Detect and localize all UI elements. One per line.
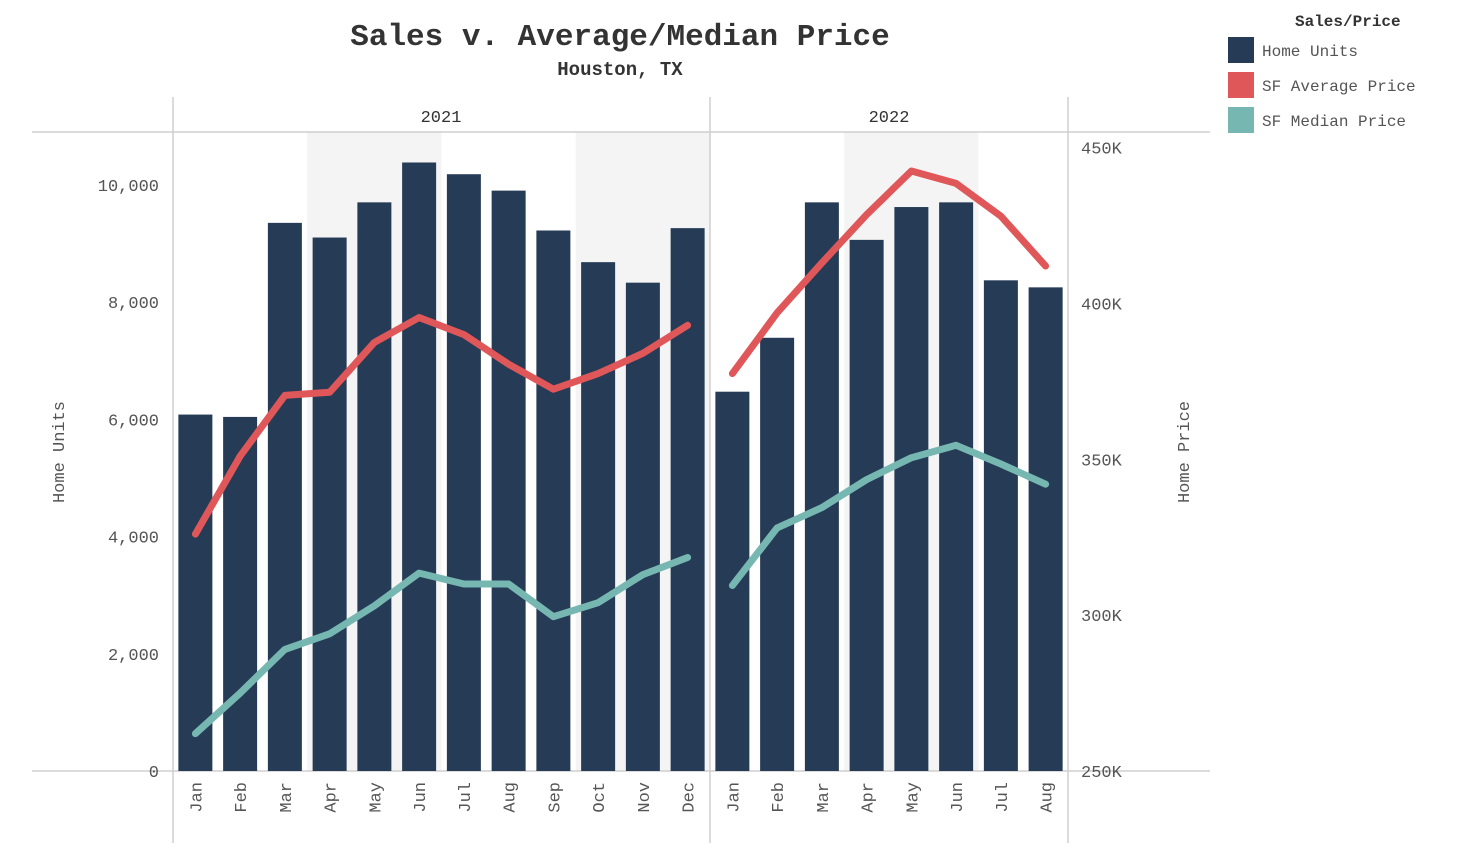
bar-2021-jan [178,414,213,771]
y-right-tick-label: 450K [1081,141,1123,160]
x-tick-label-2021-oct: Oct [591,782,610,813]
panel-label-2022: 2022 [869,109,910,128]
y-left-tick-label: 2,000 [108,647,159,666]
y-left-tick-label: 8,000 [108,295,159,314]
x-tick-label-2022-aug: Aug [1039,782,1058,813]
x-tick-label-2021-dec: Dec [681,782,700,813]
y-right-tick-label: 250K [1081,764,1123,783]
y-left-axis-label: Home Units [51,401,70,503]
x-tick-label-2021-nov: Nov [636,782,655,813]
y-right-axis-label: Home Price [1176,401,1195,503]
panel-label-2021: 2021 [421,109,462,128]
y-left-tick-label: 0 [149,764,159,783]
legend-label-sf-median-price[interactable]: SF Median Price [1262,113,1406,131]
y-left-tick-label: 10,000 [98,178,159,197]
axis-ticks: 0 2,000 4,000 6,000 8,000 10,000 250K 300K 350K 4… [98,141,1123,813]
x-tick-label-2022-may: May [904,782,923,813]
bar-2022-mar [804,202,839,771]
bar-2021-jul [446,174,481,771]
line-sf-median-price-2021 [191,554,692,738]
bar-2022-aug [1028,287,1063,771]
bar-2022-feb [760,337,795,771]
x-tick-label-2021-jul: Jul [457,782,476,813]
legend-swatch-home-units [1228,37,1254,63]
x-tick-label-2022-jul: Jul [994,782,1013,813]
bar-2022-jul [983,280,1018,771]
x-tick-label-2022-feb: Feb [770,782,789,813]
x-tick-label-2021-jan: Jan [188,782,207,813]
bar-2021-aug [491,190,526,772]
bar-2021-sep [536,230,571,772]
x-tick-label-2022-mar: Mar [815,782,834,813]
chart-title: Sales v. Average/Median Price [350,20,890,55]
bar-2021-nov [625,282,660,771]
y-right-tick-label: 400K [1081,296,1123,315]
bar-2021-dec [670,228,705,771]
bar-2021-may [357,202,392,771]
x-tick-label-2022-apr: Apr [860,782,879,813]
legend-title: Sales/Price [1295,13,1401,31]
bar-series [178,162,1063,772]
line-sf-average-price-2021 [191,314,692,538]
bar-2021-jun [402,162,437,772]
bar-2021-mar [267,222,302,772]
x-tick-label-2021-mar: Mar [278,782,297,813]
legend: Sales/Price Home Units SF Average Price … [1228,13,1416,133]
line-sf-average-price-2022 [728,167,1050,378]
bar-2022-may [894,207,929,772]
legend-swatch-sf-median-price [1228,107,1254,133]
line-sf-median-price-2022 [728,441,1050,589]
y-right-tick-label: 350K [1081,452,1123,471]
legend-label-home-units[interactable]: Home Units [1262,43,1358,61]
y-left-tick-label: 6,000 [108,412,159,431]
x-tick-label-2021-may: May [367,782,386,813]
x-tick-label-2021-jun: Jun [412,782,431,813]
legend-swatch-sf-average-price [1228,72,1254,98]
x-tick-label-2022-jan: Jan [725,782,744,813]
x-tick-label-2021-apr: Apr [323,782,342,813]
bar-2022-apr [849,239,884,771]
chart-subtitle: Houston, TX [557,59,683,81]
x-tick-label-2022-jun: Jun [949,782,968,813]
legend-label-sf-average-price[interactable]: SF Average Price [1262,78,1416,96]
bar-2021-apr [312,237,347,771]
x-tick-label-2021-sep: Sep [546,782,565,813]
y-left-tick-label: 4,000 [108,530,159,549]
y-right-tick-label: 300K [1081,608,1123,627]
bar-2021-oct [581,262,616,771]
x-tick-label-2021-aug: Aug [502,782,521,813]
line-series [191,167,1050,738]
bar-2022-jun [939,202,974,771]
x-tick-label-2021-feb: Feb [233,782,252,813]
